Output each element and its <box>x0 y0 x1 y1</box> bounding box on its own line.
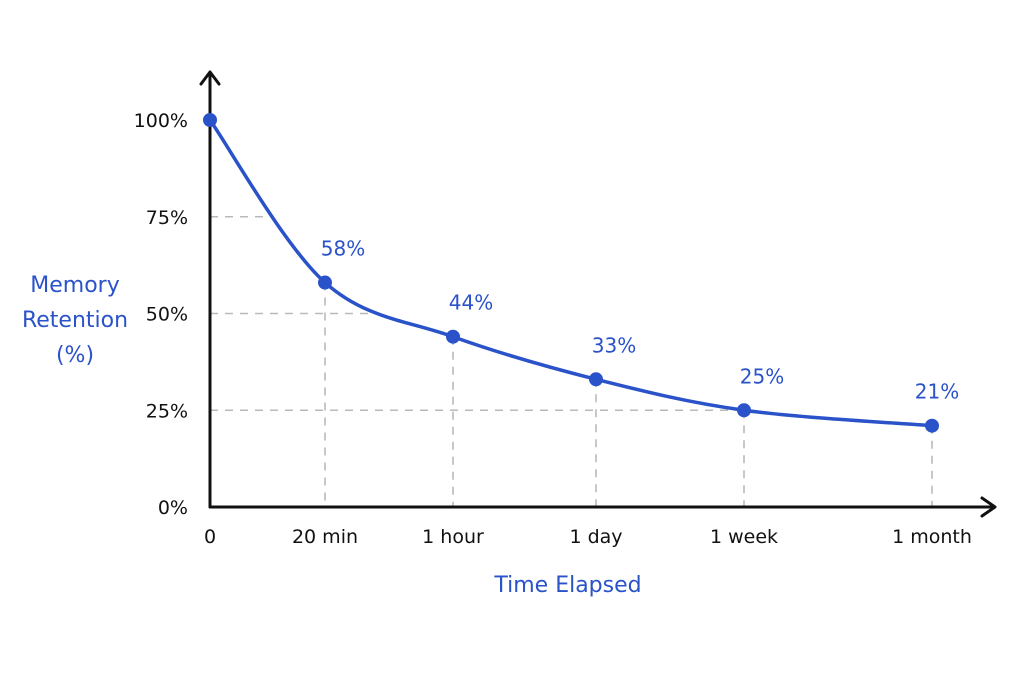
axes <box>199 70 997 518</box>
y-axis-title-line-1: Memory <box>30 273 119 298</box>
data-label-2: 44% <box>449 291 493 315</box>
y-tick-label-0: 0% <box>158 497 188 519</box>
data-label-3: 33% <box>592 333 636 357</box>
guide-lines <box>210 215 933 507</box>
data-label-4: 25% <box>740 364 784 388</box>
x-tick-label-1: 20 min <box>292 526 358 548</box>
data-label-1: 58% <box>321 237 365 261</box>
x-tick-label-3: 1 day <box>569 526 622 548</box>
series-line <box>208 118 934 428</box>
x-axis-title: Time Elapsed <box>493 573 641 598</box>
data-point-2 <box>446 329 460 344</box>
y-axis-title-line-2: Retention <box>22 308 128 333</box>
y-tick-label-1: 25% <box>146 400 188 422</box>
x-tick-label-5: 1 month <box>892 526 972 548</box>
data-points <box>203 113 939 433</box>
y-axis-title-line-3: (%) <box>56 343 94 368</box>
data-point-1 <box>318 275 332 290</box>
data-labels: 58% 44% 33% 25% 21% <box>321 237 959 404</box>
data-point-3 <box>589 372 603 387</box>
tick-labels: 0% 25% 50% 75% 100% 0 20 min 1 hour 1 day 1 week 1… <box>134 110 972 548</box>
y-axis-arrow <box>199 70 221 86</box>
x-tick-label-2: 1 hour <box>422 526 484 548</box>
data-label-5: 21% <box>915 380 959 404</box>
data-point-5 <box>925 418 939 433</box>
x-axis-arrow <box>980 496 997 518</box>
x-tick-label-0: 0 <box>204 526 216 548</box>
data-point-4 <box>737 403 751 418</box>
data-point-0 <box>203 113 217 127</box>
y-tick-label-3: 75% <box>146 207 188 229</box>
y-tick-label-2: 50% <box>146 304 188 326</box>
y-tick-label-4: 100% <box>134 110 188 132</box>
x-tick-label-4: 1 week <box>710 526 778 548</box>
